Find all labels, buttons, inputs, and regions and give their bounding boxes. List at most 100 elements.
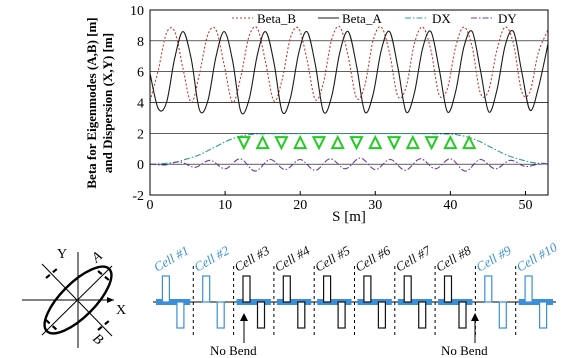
bend-bar bbox=[438, 299, 473, 305]
quad-defocusing bbox=[539, 301, 548, 329]
y-tick-label: 2 bbox=[137, 127, 144, 142]
bend-bar bbox=[156, 299, 191, 305]
cell-label: Cell #10 bbox=[514, 239, 560, 274]
quadrupole-markers bbox=[236, 134, 477, 151]
quad-focusing bbox=[202, 275, 211, 303]
quad-marker bbox=[386, 136, 402, 151]
x-tick-label: 0 bbox=[147, 198, 154, 213]
dashed-tick-2 bbox=[97, 270, 111, 282]
mode-b-axis-line bbox=[41, 263, 113, 337]
bend-bar bbox=[518, 299, 553, 305]
cell-labels: Cell #1 Cell #2 Cell #3 Cell #4 Cell #5 Cell … bbox=[151, 239, 560, 274]
y-tick-label: 0 bbox=[137, 158, 144, 173]
bend-bars bbox=[156, 299, 553, 305]
legend: Beta_B Beta_A DX DY bbox=[232, 11, 517, 26]
quad-focusing bbox=[403, 275, 412, 303]
quad-marker bbox=[462, 134, 477, 150]
dashed-tick-4 bbox=[97, 319, 111, 331]
x-tick-label: 10 bbox=[218, 198, 232, 213]
quad-defocusing bbox=[418, 301, 427, 329]
quad-defocusing bbox=[297, 301, 306, 329]
cell-label: Cell #7 bbox=[393, 242, 434, 274]
quad-marker bbox=[349, 136, 364, 151]
cell-label: Cell #9 bbox=[473, 242, 514, 274]
cell-label: Cell #5 bbox=[312, 242, 353, 274]
lattice-layout: Cell #1 Cell #2 Cell #3 Cell #4 Cell #5 Cell … bbox=[151, 239, 560, 358]
quad-focusing bbox=[524, 275, 533, 303]
quad-defocusing bbox=[337, 301, 346, 329]
cell-dividers bbox=[192, 266, 517, 338]
y-tick-label: -2 bbox=[132, 189, 144, 204]
quad-marker bbox=[330, 134, 345, 150]
mode-b-letter: B bbox=[89, 331, 106, 348]
cell-label: Cell #1 bbox=[151, 243, 191, 275]
series-line-dy bbox=[149, 157, 549, 172]
bend-bar bbox=[276, 299, 312, 305]
bend-bar bbox=[236, 299, 271, 305]
no-bend-arrow-1-head bbox=[240, 313, 248, 321]
mode-a-letter: A bbox=[89, 249, 106, 267]
y-tick-label: 4 bbox=[137, 97, 144, 112]
quad-focusing bbox=[242, 275, 251, 303]
x-axis-arrowhead bbox=[107, 297, 114, 303]
quad-defocusing bbox=[498, 301, 507, 329]
no-bend-label-1: No Bend bbox=[210, 343, 257, 358]
quad-marker bbox=[255, 134, 270, 150]
bend-bar bbox=[357, 299, 392, 305]
quad-marker bbox=[443, 134, 458, 150]
bend-bar bbox=[317, 299, 352, 305]
quad-defocusing bbox=[216, 301, 225, 329]
y-axis-label: Beta for Eigenmodes (A,B) [m] and Disper… bbox=[84, 17, 115, 188]
quad-focusing bbox=[484, 275, 493, 303]
quad-focusing bbox=[443, 275, 453, 303]
bend-bar bbox=[397, 299, 433, 305]
y-axis-label-line-1: Beta for Eigenmodes (A,B) [m] bbox=[84, 17, 99, 188]
x-axis-label: S [m] bbox=[332, 209, 366, 225]
cell-label: Cell #4 bbox=[272, 242, 313, 274]
quad-defocusing bbox=[176, 301, 185, 329]
x-axis-letter: X bbox=[116, 303, 126, 318]
cell-label: Cell #2 bbox=[191, 242, 232, 274]
series-layer bbox=[149, 25, 549, 172]
y-axis-label-line-2: and Dispersion (X,Y) [m] bbox=[100, 33, 115, 173]
quad-defocusing bbox=[377, 301, 387, 329]
quad-focusing bbox=[282, 275, 291, 303]
quad-focusing bbox=[322, 275, 332, 303]
y-tick-label: 6 bbox=[137, 66, 144, 81]
quad-marker bbox=[236, 136, 251, 151]
legend-label-dy: DY bbox=[498, 11, 517, 26]
quadrupole-boxes bbox=[161, 275, 548, 329]
x-tick-label: 30 bbox=[368, 198, 382, 213]
series-line-beta-a bbox=[149, 29, 549, 115]
quad-defocusing bbox=[256, 301, 266, 329]
grid-lines bbox=[150, 9, 548, 196]
cell-label: Cell #8 bbox=[433, 242, 474, 274]
legend-label-beta-b: Beta_B bbox=[257, 11, 296, 26]
quad-marker bbox=[424, 136, 439, 151]
legend-label-beta-a: Beta_A bbox=[342, 11, 382, 26]
cell-label: Cell #3 bbox=[232, 242, 273, 274]
legend-label-dx: DX bbox=[432, 11, 451, 26]
x-tick-label: 40 bbox=[443, 198, 457, 213]
beam-cross-section-sketch: Y X A B bbox=[22, 247, 126, 348]
quad-marker bbox=[405, 134, 420, 150]
no-bend-arrow-2-head bbox=[471, 313, 479, 321]
quad-focusing bbox=[363, 275, 372, 303]
beam-ellipse bbox=[43, 265, 113, 335]
quad-marker bbox=[274, 136, 289, 151]
series-line-dx bbox=[149, 133, 549, 165]
dashed-tick-1 bbox=[45, 267, 59, 279]
quad-marker bbox=[293, 134, 308, 150]
quad-marker bbox=[368, 134, 383, 150]
y-tick-label: 10 bbox=[130, 4, 144, 19]
plot-frame bbox=[149, 9, 549, 196]
cell-label: Cell #6 bbox=[353, 242, 394, 274]
no-bend-label-2: No Bend bbox=[441, 343, 488, 358]
quad-focusing bbox=[161, 275, 170, 303]
dashed-tick-3 bbox=[45, 319, 59, 332]
quad-defocusing bbox=[458, 301, 467, 329]
x-tick-label: 20 bbox=[293, 198, 307, 213]
